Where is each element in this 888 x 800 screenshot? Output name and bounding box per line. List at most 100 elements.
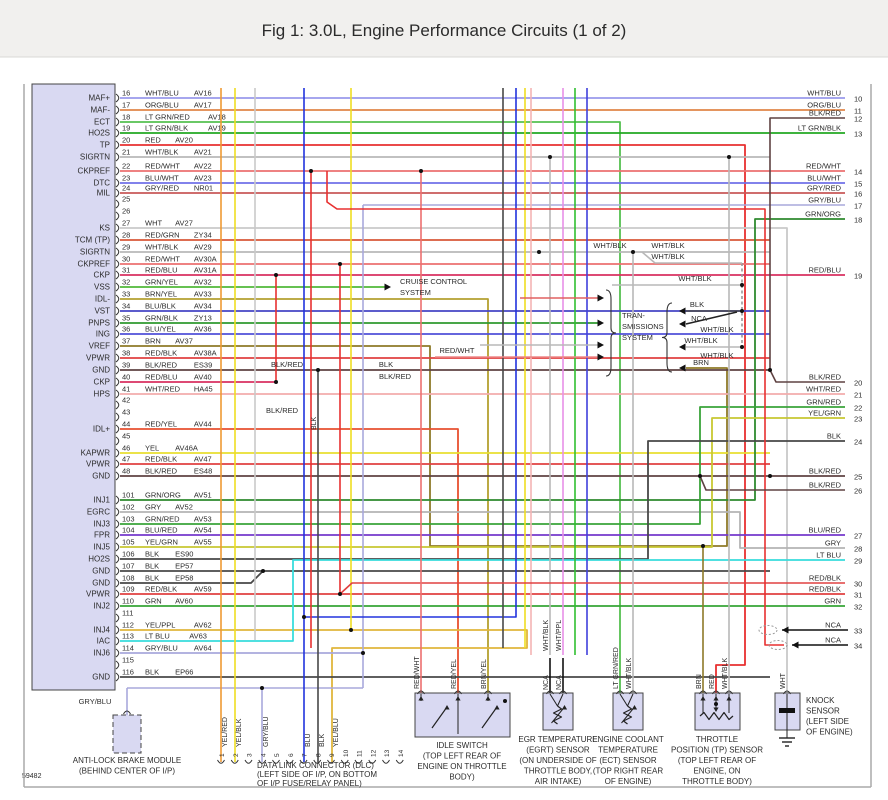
exit-wire-label: GRY/BLU <box>808 196 841 205</box>
exit-number: 16 <box>854 190 862 199</box>
junction-dot <box>361 651 365 655</box>
pin-bracket <box>115 223 120 233</box>
arrowhead-right <box>597 294 604 302</box>
connector-cup <box>272 759 280 764</box>
dlc-pin-number: 5 <box>274 753 281 757</box>
exit-wire-label: RED/BLK <box>809 585 841 594</box>
wire-color-label: GRN/ORG <box>145 491 181 500</box>
dlc-pin-number: 4 <box>260 753 267 757</box>
pin-function-label: VPWR <box>86 354 110 363</box>
component-caption: THROTTLE BODY, <box>524 767 592 776</box>
wire-color-label: RED/BLK <box>145 349 177 358</box>
pin-bracket <box>115 424 120 434</box>
abm-box <box>112 714 142 754</box>
terminal-chevron <box>616 690 624 695</box>
exit-wire-label: BLK/RED <box>809 373 842 382</box>
terminal-chevron <box>712 690 720 695</box>
connector-cup <box>354 759 363 764</box>
junction-dot <box>701 544 705 548</box>
junction-dot <box>338 592 342 596</box>
exit-number: 10 <box>854 95 862 104</box>
exit-number: 26 <box>854 487 862 496</box>
connector-cup <box>285 759 294 764</box>
pin-wire <box>120 559 845 642</box>
arrowhead-left <box>679 364 686 372</box>
pin-number: 114 <box>122 644 134 653</box>
pin-bracket <box>115 211 120 221</box>
system-brace <box>605 289 617 377</box>
arrowhead-up <box>444 705 450 710</box>
header-band <box>0 0 888 57</box>
pin-number: 45 <box>122 432 130 441</box>
arrowhead-up <box>726 696 732 701</box>
arrowhead-left <box>679 307 686 315</box>
component-caption: (EGRT) SENSOR <box>526 746 590 755</box>
wire-color-label: WHT/RED <box>145 385 181 394</box>
arrowhead-right <box>597 353 604 361</box>
pin-bracket <box>115 247 120 257</box>
circuit-number-label: AV33 <box>194 290 212 299</box>
dlc-wire-label: GRY/BLU <box>263 716 270 747</box>
component-caption: (TOP LEFT REAR OF <box>678 756 756 765</box>
circuit-number-label: AV47 <box>194 455 212 464</box>
switch-arm <box>431 706 448 729</box>
circuit-number-label: AV64 <box>194 644 212 653</box>
pin-number: 31 <box>122 266 130 275</box>
exit-number: 12 <box>854 115 862 124</box>
arrowhead-up <box>631 705 638 710</box>
pin-function-label: VREF <box>89 342 110 351</box>
circuit-number-label: AV40 <box>194 373 212 382</box>
pin-number: 115 <box>122 656 134 665</box>
pin-bracket <box>115 578 120 588</box>
component-caption: ENGINE, ON <box>693 767 740 776</box>
component-caption: IDLE SWITCH <box>436 741 488 750</box>
exit-number: 25 <box>854 473 862 482</box>
pin-bracket <box>115 105 120 115</box>
terminal-chevron <box>783 690 791 695</box>
exit-wire-label: BLU/RED <box>808 526 841 535</box>
wire-color-label: BLU/WHT <box>145 174 179 183</box>
pin-bracket <box>115 389 120 399</box>
pin-number: 23 <box>122 174 130 183</box>
vertical-wire-label: WHT <box>780 672 787 689</box>
pin-bracket <box>115 377 120 387</box>
vertical-wire-label: BLK <box>311 416 318 430</box>
pin-bracket <box>115 471 120 481</box>
switch-arm <box>481 706 498 729</box>
component-caption: SENSOR <box>806 707 840 716</box>
pin-number: 106 <box>122 550 135 559</box>
pin-function-label: GND <box>92 472 110 481</box>
wire-color-label: GRN/BLK <box>145 314 178 323</box>
junction-dot <box>316 368 320 372</box>
pin-bracket <box>115 93 120 103</box>
junction-dot <box>309 169 313 173</box>
dlc-wire-label: YEL/BLK <box>236 718 243 747</box>
circuit-number-label: AV19 <box>208 124 226 133</box>
circuit-number-label: AV36 <box>194 325 212 334</box>
annotation-label: WHT/BLK <box>700 325 733 334</box>
ect-sensor-box <box>612 692 644 731</box>
pin-number: 108 <box>122 574 135 583</box>
component-caption: OF ENGINE) <box>605 777 652 786</box>
exit-wire-label: NCA <box>825 636 841 645</box>
pin-function-label: KS <box>99 224 110 233</box>
wire <box>627 693 634 707</box>
pin-bracket <box>115 199 120 209</box>
pin-number: 109 <box>122 585 135 594</box>
vertical-wire-label: WHT/PPL <box>556 620 563 651</box>
pin-bracket <box>115 306 120 316</box>
exit-wire-label: BLK/RED <box>809 467 842 476</box>
pin-bracket <box>115 235 120 245</box>
pin-wire <box>120 417 845 548</box>
terminal-chevron <box>484 690 492 695</box>
wire-color-label: ORG/BLU <box>145 101 179 110</box>
vertical-wire-label: NCA <box>556 675 563 690</box>
circuit-number-label: AV54 <box>194 526 212 535</box>
wire-color-label: RED/BLU <box>145 373 178 382</box>
pin-function-label: HO2S <box>88 555 110 564</box>
exit-number: 34 <box>854 642 862 651</box>
connector-cup <box>313 759 322 764</box>
pin-number: 27 <box>122 219 130 228</box>
circuit-number-label: AV21 <box>194 148 212 157</box>
pin-function-label: FPR <box>94 531 110 540</box>
